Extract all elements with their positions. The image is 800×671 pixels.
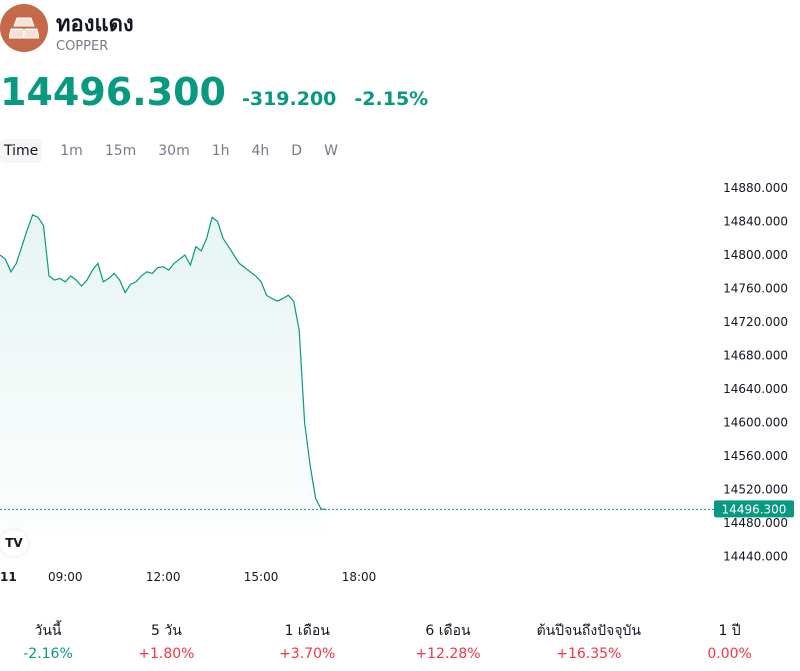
performance-label: 6 เดือน — [425, 623, 471, 639]
performance-item[interactable]: วันนี้ -2.16% — [0, 620, 96, 662]
performance-value: 0.00% — [707, 646, 752, 662]
price-row: 14496.300 -319.200 -2.15% — [0, 70, 428, 114]
gold-bars-icon — [0, 4, 48, 52]
performance-row: วันนี้ -2.16% 5 วัน +1.80% 1 เดือน +3.70% 6 เด… — [0, 620, 800, 662]
price-change: -319.200 — [241, 88, 337, 110]
performance-item[interactable]: ต้นปีจนถึงปัจจุบัน +16.35% — [518, 620, 659, 662]
performance-item[interactable]: 1 ปี 0.00% — [659, 620, 800, 662]
price-chart[interactable]: 14880.000 14840.000 14800.000 14760.000 1472… — [0, 0, 800, 600]
performance-label: วันนี้ — [34, 623, 62, 639]
x-axis: 11 09:00 12:00 15:00 18:00 — [0, 570, 376, 584]
y-tick-label: 14440.000 — [723, 550, 788, 564]
x-tick-label: 15:00 — [244, 570, 279, 584]
timeframe-tabs: Time 1m 15m 30m 1h 4h D W — [0, 139, 356, 163]
x-tick-label: 09:00 — [48, 570, 83, 584]
performance-value: +12.28% — [415, 646, 481, 662]
performance-item[interactable]: 6 เดือน +12.28% — [378, 620, 519, 662]
tab-d[interactable]: D — [291, 143, 303, 159]
y-tick-label: 14880.000 — [723, 181, 788, 195]
tab-1m[interactable]: 1m — [60, 143, 83, 159]
y-tick-label: 14640.000 — [723, 382, 788, 396]
y-tick-label: 14480.000 — [723, 516, 788, 530]
last-price-tag: 14496.300 — [714, 500, 794, 518]
price-area — [0, 214, 327, 536]
performance-item[interactable]: 5 วัน +1.80% — [96, 620, 237, 662]
tab-15m[interactable]: 15m — [104, 143, 137, 159]
performance-value: +3.70% — [279, 646, 336, 662]
price-change-percent: -2.15% — [354, 88, 429, 110]
page-title: ทองแดง — [56, 12, 134, 37]
price-line — [0, 213, 327, 511]
tab-4h[interactable]: 4h — [251, 143, 270, 159]
performance-item[interactable]: 1 เดือน +3.70% — [237, 620, 378, 662]
tab-1h[interactable]: 1h — [211, 143, 230, 159]
y-tick-label: 14680.000 — [723, 349, 788, 363]
performance-value: -2.16% — [23, 646, 73, 662]
performance-label: 5 วัน — [151, 623, 182, 639]
performance-label: ต้นปีจนถึงปัจจุบัน — [536, 623, 641, 639]
performance-value: +16.35% — [556, 646, 622, 662]
y-tick-label: 14560.000 — [723, 449, 788, 463]
x-tick-label: 11 — [0, 570, 17, 584]
x-tick-label: 12:00 — [146, 570, 181, 584]
performance-label: 1 ปี — [718, 623, 741, 639]
current-price: 14496.300 — [0, 70, 226, 114]
y-tick-label: 14800.000 — [723, 248, 788, 262]
performance-value: +1.80% — [138, 646, 195, 662]
y-tick-label: 14600.000 — [723, 416, 788, 430]
last-price-label: 14496.300 — [722, 502, 787, 516]
tradingview-logo[interactable]: TV — [0, 530, 28, 556]
symbol-subtitle: COPPER — [56, 39, 109, 54]
x-tick-label: 18:00 — [342, 570, 377, 584]
y-tick-label: 14840.000 — [723, 215, 788, 229]
y-tick-label: 14520.000 — [723, 483, 788, 497]
tab-time[interactable]: Time — [0, 139, 43, 163]
tab-w[interactable]: W — [324, 143, 338, 159]
tab-30m[interactable]: 30m — [158, 143, 190, 159]
performance-label: 1 เดือน — [284, 623, 330, 639]
y-tick-label: 14720.000 — [723, 315, 788, 329]
y-axis: 14880.000 14840.000 14800.000 14760.000 1472… — [723, 181, 788, 564]
y-tick-label: 14760.000 — [723, 282, 788, 296]
